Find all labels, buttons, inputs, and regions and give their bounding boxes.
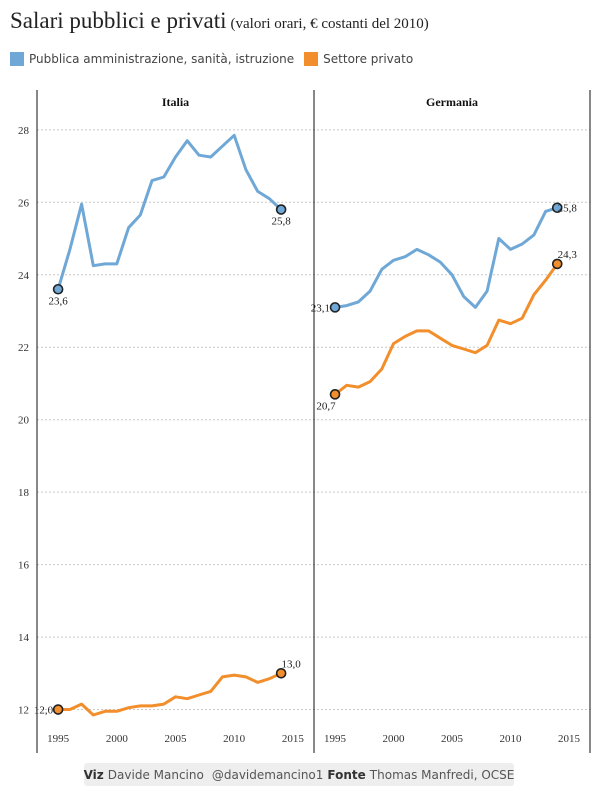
legend-swatch-private — [304, 52, 319, 66]
endpoint-marker — [329, 302, 341, 313]
x-tick-label: 1995 — [47, 733, 70, 745]
series-line — [334, 206, 558, 309]
footer-viz-author: Davide Mancino — [107, 767, 204, 782]
data-label: 23,1 — [311, 302, 330, 314]
data-label: 24,3 — [558, 249, 578, 261]
endpoint-marker — [551, 202, 563, 214]
x-tick-label: 2005 — [441, 733, 464, 745]
y-tick-label: 20 — [18, 415, 30, 427]
y-tick-label: 28 — [18, 125, 30, 137]
y-tick-label: 16 — [18, 560, 30, 572]
footer-source-text: Thomas Manfredi, OCSE — [369, 767, 515, 782]
footer-source-label: Fonte — [327, 767, 366, 782]
y-tick-label: 26 — [18, 197, 30, 209]
footer-viz-label: Viz — [83, 767, 104, 782]
data-label: 25,8 — [558, 203, 578, 215]
data-label: 12,0 — [34, 705, 54, 717]
legend-label-public: Pubblica amministrazione, sanità, istruz… — [29, 52, 295, 66]
chart-subtitle: (valori orari, € costanti del 2010) — [230, 16, 429, 32]
panel-title: Germania — [426, 95, 478, 109]
endpoint-marker — [52, 704, 64, 715]
x-tick-label: 2000 — [383, 733, 406, 745]
x-tick-label: 2015 — [558, 733, 581, 745]
footer-credits: Viz Davide Mancino @davidemancino1 Fonte… — [84, 763, 514, 786]
endpoint-marker — [551, 258, 563, 270]
endpoint-marker — [275, 667, 287, 679]
data-label: 13,0 — [282, 658, 302, 670]
x-tick-label: 2000 — [106, 733, 129, 745]
endpoint-marker — [275, 204, 287, 215]
data-label: 23,6 — [49, 295, 69, 307]
panel-title: Italia — [162, 95, 189, 109]
chart-title: Salari pubblici e privati (valori orari,… — [10, 8, 429, 34]
y-tick-label: 12 — [18, 705, 29, 717]
x-tick-label: 2005 — [165, 733, 188, 745]
footer-twitter-handle[interactable]: @davidemancino1 — [211, 767, 324, 782]
legend-label-private: Settore privato — [323, 52, 414, 66]
x-tick-label: 2015 — [282, 733, 305, 745]
endpoint-marker — [329, 389, 341, 400]
chart-title-main: Salari pubblici e privati — [10, 8, 227, 33]
data-label: 25,8 — [272, 216, 292, 228]
x-tick-label: 1995 — [324, 733, 347, 745]
x-tick-label: 2010 — [499, 733, 522, 745]
legend-item-public[interactable]: Pubblica amministrazione, sanità, istruz… — [10, 52, 294, 66]
y-tick-label: 18 — [18, 487, 30, 499]
endpoint-marker — [52, 283, 64, 295]
series-line — [334, 263, 559, 396]
legend-item-private[interactable]: Settore privato — [304, 52, 413, 66]
legend: Pubblica amministrazione, sanità, istruz… — [10, 52, 413, 66]
y-tick-label: 22 — [18, 342, 29, 354]
data-label: 20,7 — [316, 400, 336, 412]
series-line — [58, 671, 282, 717]
y-tick-label: 24 — [18, 270, 30, 282]
y-tick-label: 14 — [18, 632, 30, 644]
legend-swatch-public — [10, 52, 24, 66]
series-line — [56, 133, 283, 290]
x-tick-label: 2010 — [223, 733, 246, 745]
